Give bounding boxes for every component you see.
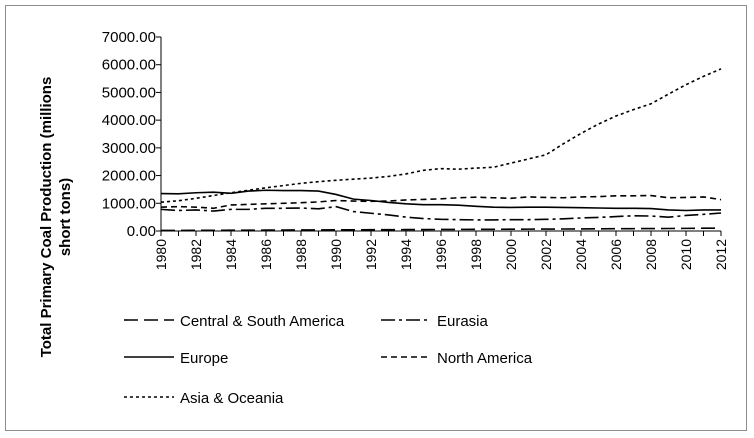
legend-entry-label: Europe <box>180 350 228 367</box>
x-tick-label: 1982 <box>188 239 204 270</box>
axes <box>156 36 722 236</box>
x-tick-label: 1996 <box>433 239 449 270</box>
series-line-3 <box>160 194 722 210</box>
y-tick-label: 5000.00 <box>102 84 156 101</box>
y-axis-label-line-2: short tons) <box>57 178 74 256</box>
y-tick-label: 4000.00 <box>102 112 156 129</box>
x-tick-label: 1980 <box>153 239 169 270</box>
series-lines <box>160 68 722 232</box>
y-tick-label: 3000.00 <box>102 140 156 157</box>
legend-entry-label: Asia & Oceania <box>180 390 284 407</box>
x-tick-label: 1992 <box>363 239 379 270</box>
y-tick-label: 1000.00 <box>102 195 156 212</box>
x-tick-label: 2008 <box>643 239 659 270</box>
legend: Central & South America Eurasia Europe Nort… <box>124 313 533 407</box>
x-tick-label: 2010 <box>678 239 694 270</box>
y-tick-label: 2000.00 <box>102 168 156 185</box>
x-tick-label: 1994 <box>398 239 414 270</box>
x-tick-label: 1986 <box>258 239 274 270</box>
x-tick-label: 1988 <box>293 239 309 270</box>
y-tick-label: 0.00 <box>127 223 156 240</box>
x-tick-label: 2006 <box>608 239 624 270</box>
y-tick-labels: 0.00 1000.00 2000.00 3000.00 4000.00 5000.00 6… <box>102 29 156 240</box>
legend-entry-label: North America <box>437 350 533 367</box>
chart-frame <box>5 5 747 431</box>
series-line-1 <box>160 205 722 221</box>
x-tick-label: 2000 <box>503 239 519 270</box>
x-tick-label: 2012 <box>713 239 729 270</box>
legend-entry-label: Central & South America <box>180 313 345 330</box>
x-tick-labels: 1980 1982 1984 1986 1988 1990 1992 1994 1996 1998… <box>153 239 729 270</box>
y-axis-label-line-1: Total Primary Coal Production (millions <box>38 77 55 358</box>
y-tick-label: 6000.00 <box>102 57 156 74</box>
legend-entry-label: Eurasia <box>437 313 489 330</box>
y-axis-label-group: Total Primary Coal Production (millions … <box>38 77 74 358</box>
series-line-2 <box>160 189 721 212</box>
x-tick-label: 1984 <box>223 239 239 270</box>
x-tick-label: 2002 <box>538 239 554 270</box>
series-line-4 <box>160 68 722 203</box>
x-tick-label: 1998 <box>468 239 484 270</box>
x-tick-label: 2004 <box>573 239 589 270</box>
series-line-0 <box>160 227 722 232</box>
y-tick-label: 7000.00 <box>102 29 156 46</box>
x-tick-label: 1990 <box>328 239 344 270</box>
